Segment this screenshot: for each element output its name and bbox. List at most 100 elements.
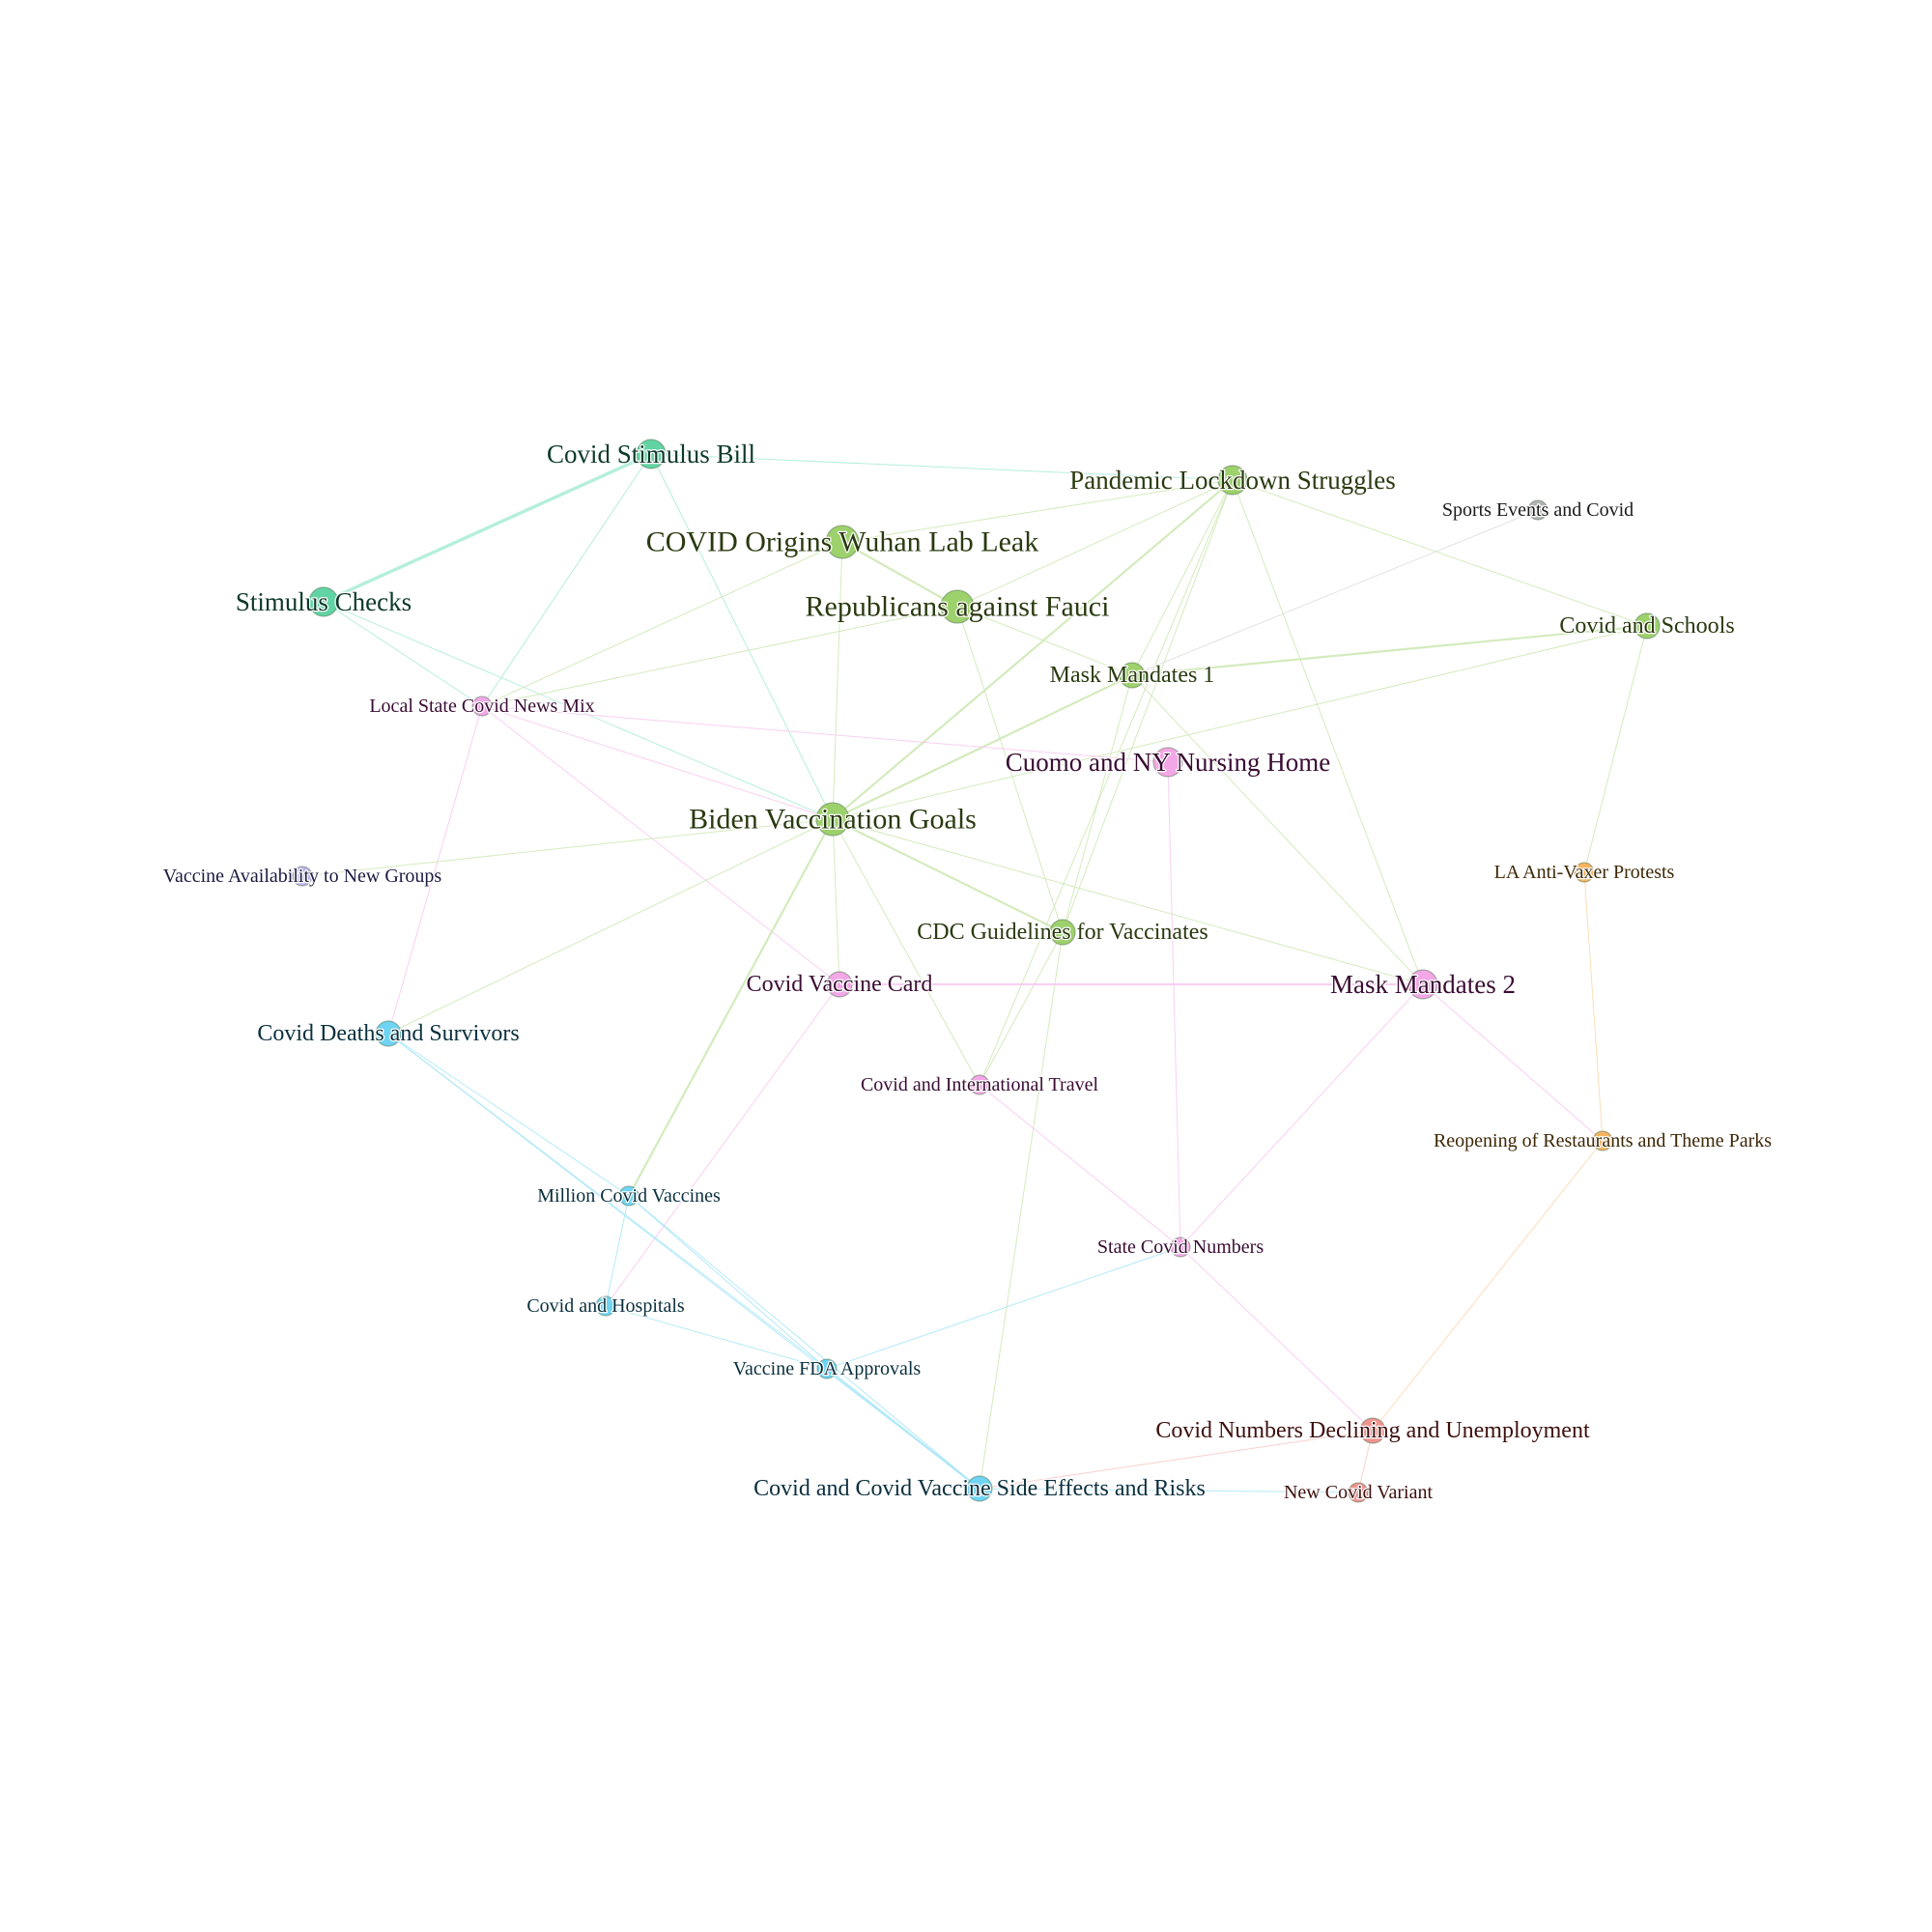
edge-covid-and-hospitals-to-vaccine-fda-approvals [605, 1305, 828, 1370]
edge-stimulus-checks-to-local-state-covid-news-mix [323, 601, 483, 707]
node-cuomo-and-ny-nursing-home[interactable] [1152, 747, 1183, 778]
node-label-cuomo-and-ny-nursing-home: Cuomo and NY Nursing Home [1006, 748, 1330, 777]
edge-mask-mandates-2-to-state-covid-numbers [1179, 983, 1424, 1248]
nodes-layer [292, 439, 1661, 1503]
edge-pandemic-lockdown-struggles-to-covid-and-schools [1232, 479, 1648, 627]
edge-vaccine-fda-approvals-to-state-covid-numbers [826, 1246, 1181, 1370]
edge-covid-deaths-and-survivors-to-covid-and-covid-vaccine-side-effects-and-risks [387, 1033, 980, 1490]
node-label-mask-mandates-1: Mask Mandates 1 [1050, 663, 1215, 688]
node-covid-stimulus-bill[interactable] [636, 439, 667, 469]
edge-pandemic-lockdown-struggles-to-mask-mandates-1 [1131, 479, 1234, 676]
edge-covid-stimulus-bill-to-stimulus-checks [323, 452, 652, 604]
edge-pandemic-lockdown-struggles-to-biden-vaccination-goals [832, 479, 1234, 820]
node-covid-deaths-and-survivors[interactable] [375, 1020, 402, 1047]
edge-stimulus-checks-to-biden-vaccination-goals [323, 601, 834, 820]
node-covid-and-schools[interactable] [1634, 612, 1661, 639]
node-label-new-covid-variant: New Covid Variant [1284, 1482, 1433, 1503]
node-new-covid-variant[interactable] [1348, 1482, 1369, 1503]
edge-republicans-against-fauci-to-cdc-guidelines-for-vaccinates [956, 606, 1064, 933]
node-mask-mandates-2[interactable] [1407, 969, 1438, 1000]
edge-local-state-covid-news-mix-to-covid-deaths-and-survivors [387, 705, 483, 1035]
edge-cdc-guidelines-for-vaccinates-to-covid-and-international-travel [979, 931, 1064, 1086]
edge-biden-vaccination-goals-to-million-covid-vaccines [628, 818, 834, 1197]
node-label-local-state-covid-news-mix: Local State Covid News Mix [369, 696, 594, 717]
edge-mask-mandates-2-to-reopening-of-restaurants-and-theme-parks [1422, 983, 1604, 1142]
node-label-republicans-against-fauci: Republicans against Fauci [806, 591, 1110, 623]
node-label-million-covid-vaccines: Million Covid Vaccines [537, 1185, 721, 1207]
edge-local-state-covid-news-mix-to-covid-vaccine-card [481, 705, 840, 985]
edge-million-covid-vaccines-to-vaccine-fda-approvals [628, 1195, 828, 1370]
node-label-cdc-guidelines-for-vaccinates: CDC Guidelines for Vaccinates [917, 920, 1208, 945]
node-label-sports-events-and-covid: Sports Events and Covid [1442, 499, 1634, 521]
node-label-covid-deaths-and-survivors: Covid Deaths and Survivors [257, 1021, 519, 1046]
node-vaccine-availability-to-new-groups[interactable] [292, 866, 313, 887]
node-million-covid-vaccines[interactable] [618, 1185, 639, 1207]
edge-covid-numbers-declining-and-unemployment-to-covid-and-covid-vaccine-side-effects-and-risks [979, 1430, 1374, 1490]
edge-sports-events-and-covid-to-mask-mandates-1 [1131, 509, 1539, 676]
node-label-la-anti-vaxer-protests: LA Anti-Vaxer Protests [1494, 862, 1675, 883]
node-label-covid-and-hospitals: Covid and Hospitals [526, 1295, 685, 1317]
edge-covid-stimulus-bill-to-local-state-covid-news-mix [481, 453, 652, 707]
edge-pandemic-lockdown-struggles-to-republicans-against-fauci [956, 479, 1234, 608]
edge-covid-deaths-and-survivors-to-million-covid-vaccines [387, 1033, 630, 1197]
node-label-vaccine-availability-to-new-groups: Vaccine Availability to New Groups [163, 866, 442, 887]
edge-covid-and-schools-to-biden-vaccination-goals [832, 625, 1648, 820]
edge-covid-origins-wuhan-lab-leak-to-republicans-against-fauci [841, 541, 958, 608]
edge-biden-vaccination-goals-to-mask-mandates-2 [832, 818, 1424, 985]
labels-layer: Covid Stimulus Bill Pandemic Lockdown Str… [162, 439, 1774, 1505]
edge-covid-origins-wuhan-lab-leak-to-local-state-covid-news-mix [481, 541, 843, 707]
node-local-state-covid-news-mix[interactable] [471, 696, 493, 717]
node-covid-origins-wuhan-lab-leak[interactable] [825, 525, 860, 559]
node-reopening-of-restaurants-and-theme-parks[interactable] [1592, 1130, 1613, 1151]
edge-covid-and-international-travel-to-state-covid-numbers [979, 1084, 1181, 1248]
node-label-covid-vaccine-card: Covid Vaccine Card [747, 972, 933, 997]
node-cdc-guidelines-for-vaccinates[interactable] [1049, 919, 1076, 946]
edge-local-state-covid-news-mix-to-cuomo-and-ny-nursing-home [481, 705, 1169, 763]
node-label-pandemic-lockdown-struggles: Pandemic Lockdown Struggles [1069, 466, 1395, 495]
edge-covid-origins-wuhan-lab-leak-to-pandemic-lockdown-struggles [841, 479, 1234, 543]
edges-layer [301, 452, 1648, 1493]
edge-republicans-against-fauci-to-local-state-covid-news-mix [481, 606, 958, 707]
edge-cdc-guidelines-for-vaccinates-to-covid-and-covid-vaccine-side-effects-and-risks [979, 931, 1064, 1490]
edge-covid-stimulus-bill-to-pandemic-lockdown-struggles [650, 453, 1234, 481]
edge-biden-vaccination-goals-to-covid-vaccine-card [832, 818, 840, 985]
node-label-reopening-of-restaurants-and-theme-parks: Reopening of Restaurants and Theme Parks [1434, 1130, 1772, 1151]
node-covid-and-international-travel[interactable] [969, 1074, 990, 1095]
node-covid-and-covid-vaccine-side-effects-and-risks[interactable] [966, 1475, 993, 1502]
edge-mask-mandates-1-to-covid-and-schools [1131, 624, 1648, 677]
node-sports-events-and-covid[interactable] [1527, 499, 1548, 521]
node-label-state-covid-numbers: State Covid Numbers [1097, 1236, 1264, 1258]
node-covid-and-hospitals[interactable] [595, 1295, 616, 1317]
node-label-covid-origins-wuhan-lab-leak: COVID Origins Wuhan Lab Leak [646, 526, 1038, 558]
edge-reopening-of-restaurants-and-theme-parks-to-covid-numbers-declining-and-unemployment [1372, 1140, 1604, 1432]
node-la-anti-vaxer-protests[interactable] [1574, 862, 1595, 883]
edge-mask-mandates-1-to-mask-mandates-2 [1131, 674, 1424, 985]
edge-biden-vaccination-goals-to-vaccine-availability-to-new-groups [301, 818, 834, 877]
node-biden-vaccination-goals[interactable] [815, 802, 850, 837]
edge-biden-vaccination-goals-to-covid-deaths-and-survivors [387, 818, 834, 1035]
node-vaccine-fda-approvals[interactable] [816, 1358, 838, 1379]
edge-covid-and-schools-to-la-anti-vaxer-protests [1583, 625, 1648, 873]
edge-covid-vaccine-card-to-covid-and-hospitals [605, 983, 840, 1307]
edge-million-covid-vaccines-to-covid-and-hospitals [605, 1195, 630, 1307]
edge-covid-stimulus-bill-to-biden-vaccination-goals [650, 453, 834, 820]
edge-la-anti-vaxer-protests-to-reopening-of-restaurants-and-theme-parks [1583, 871, 1604, 1142]
node-mask-mandates-1[interactable] [1119, 662, 1146, 689]
node-stimulus-checks[interactable] [308, 586, 339, 617]
edge-biden-vaccination-goals-to-cdc-guidelines-for-vaccinates [832, 818, 1064, 933]
edge-pandemic-lockdown-struggles-to-mask-mandates-2 [1232, 479, 1424, 985]
edge-local-state-covid-news-mix-to-biden-vaccination-goals [481, 705, 834, 820]
node-label-covid-and-covid-vaccine-side-effects-and-risks: Covid and Covid Vaccine Side Effects and… [753, 1476, 1206, 1501]
edge-cuomo-and-ny-nursing-home-to-state-covid-numbers [1167, 761, 1181, 1248]
edge-million-covid-vaccines-to-covid-and-covid-vaccine-side-effects-and-risks [628, 1195, 980, 1490]
node-covid-vaccine-card[interactable] [826, 971, 853, 998]
node-covid-numbers-declining-and-unemployment[interactable] [1359, 1417, 1386, 1444]
edge-state-covid-numbers-to-covid-numbers-declining-and-unemployment [1179, 1246, 1374, 1432]
node-label-vaccine-fda-approvals: Vaccine FDA Approvals [733, 1358, 922, 1379]
node-pandemic-lockdown-struggles[interactable] [1217, 465, 1248, 496]
node-state-covid-numbers[interactable] [1170, 1236, 1191, 1258]
node-republicans-against-fauci[interactable] [940, 589, 975, 624]
edge-pandemic-lockdown-struggles-to-cdc-guidelines-for-vaccinates [1062, 479, 1234, 933]
edge-covid-origins-wuhan-lab-leak-to-biden-vaccination-goals [832, 541, 843, 820]
